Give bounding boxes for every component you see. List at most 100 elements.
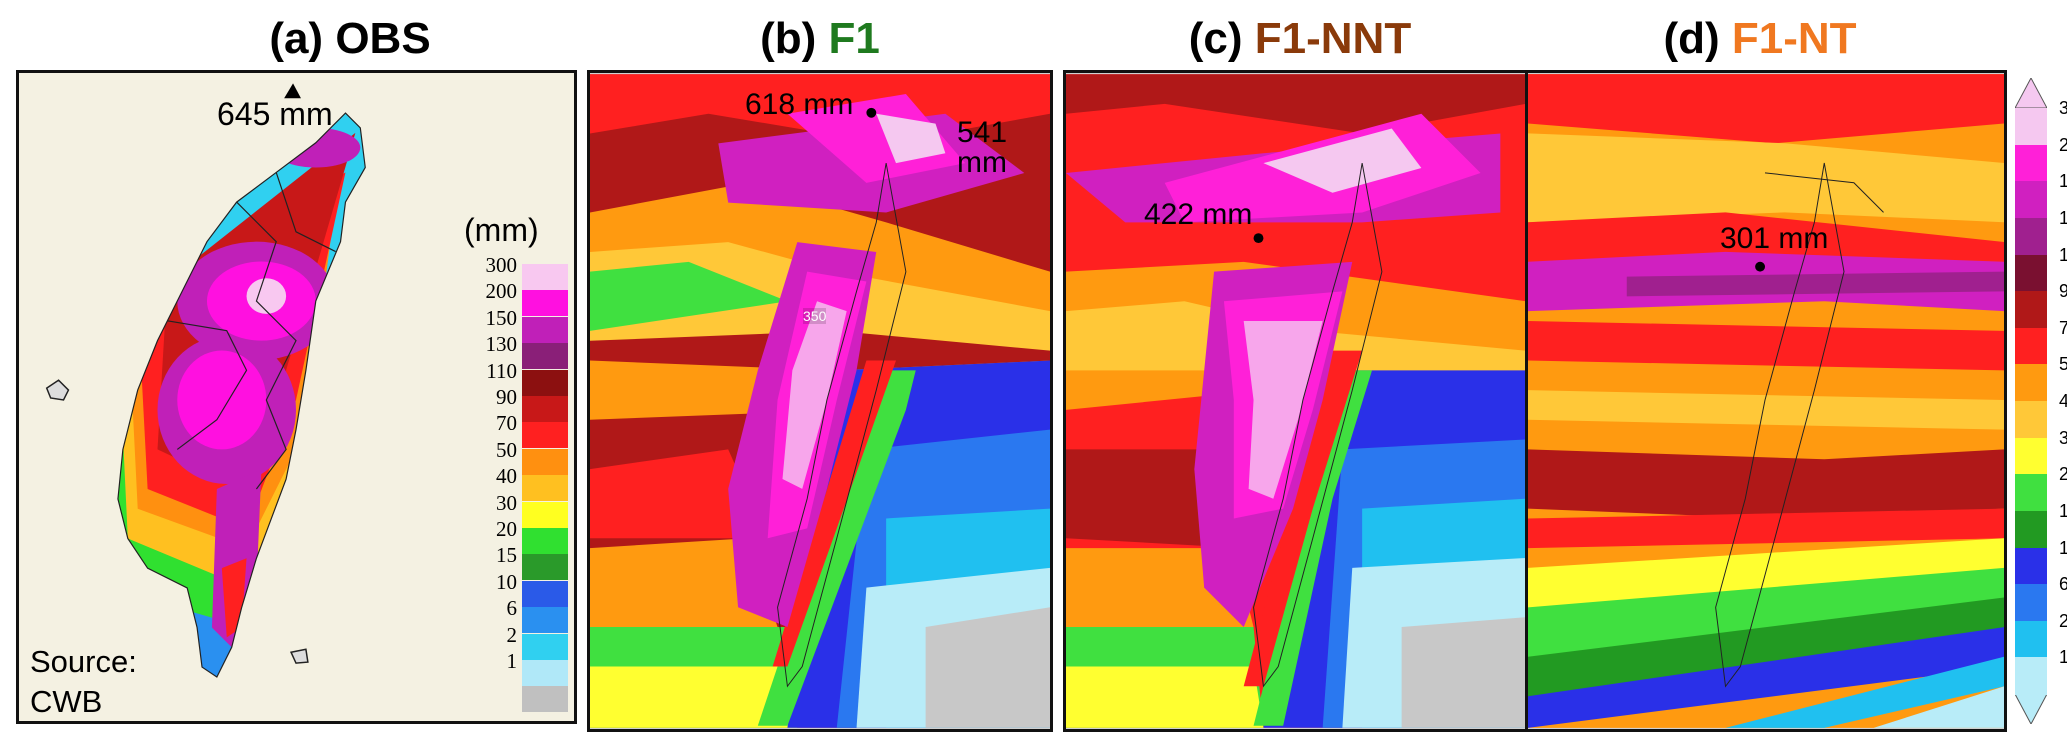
obs-legend-entry [472, 686, 592, 713]
colorbar-segment [2015, 144, 2047, 182]
obs-legend-entry: 70 [472, 411, 592, 449]
obs-legend-entry: 10 [472, 570, 592, 607]
panel-b-second-unit: mm [957, 146, 1007, 179]
panel-b-title: (b) F1 [760, 14, 880, 63]
colorbar-segment [2015, 291, 2047, 329]
obs-legend-swatch [522, 501, 568, 528]
colorbar-tick-label: 30 [2059, 427, 2067, 448]
obs-legend-swatch [522, 316, 568, 343]
obs-legend-label: 200 [485, 279, 518, 304]
obs-legend-entry: 1 [472, 649, 592, 686]
obs-legend-entry: 130 [472, 332, 592, 370]
obs-legend-entry: 40 [472, 464, 592, 502]
f1nt-rainfall-map [1528, 74, 2004, 728]
obs-legend-entry: 200 [472, 279, 592, 317]
panel-b-second-label: 541 mm [957, 118, 1007, 178]
panel-d-name: F1-NT [1731, 14, 1857, 63]
obs-legend-entry: 20 [472, 517, 592, 554]
colorbar-segment [2015, 401, 2047, 439]
obs-legend-swatch [522, 264, 568, 290]
panel-a-obs-map [16, 70, 577, 724]
colorbar-segment [2015, 364, 2047, 402]
panel-a-name: OBS [335, 14, 431, 63]
obs-legend-swatch [522, 554, 568, 581]
obs-legend-label: 6 [506, 596, 518, 621]
colorbar-segment [2015, 657, 2047, 695]
obs-legend-swatch [522, 660, 568, 686]
colorbar-tick-label: 70 [2059, 317, 2067, 338]
f1-rainfall-map [590, 74, 1050, 728]
obs-legend-swatch [522, 580, 568, 607]
panel-a-title: (a) OBS [269, 14, 431, 63]
obs-legend-swatch [522, 290, 568, 317]
obs-legend-swatch [522, 369, 568, 396]
obs-legend-label: 110 [486, 358, 517, 383]
obs-legend-label: 130 [485, 332, 518, 357]
obs-legend-label: 90 [496, 385, 517, 409]
obs-legend-label: 20 [496, 517, 517, 541]
obs-legend-label: 15 [496, 543, 517, 568]
colorbar-segment [2015, 620, 2047, 658]
obs-legend-label: 150 [485, 305, 518, 330]
obs-legend-swatch [522, 448, 568, 475]
colorbar-tick-label: 2 [2059, 610, 2067, 631]
obs-legend-unit: (mm) [464, 212, 539, 248]
source-label: Source: [30, 644, 137, 679]
obs-legend-label: 10 [496, 569, 517, 594]
f1nnt-rainfall-map [1066, 74, 1526, 728]
colorbar-bottom-arrow [2015, 694, 2047, 724]
colorbar-segment [2015, 254, 2047, 292]
obs-legend-entry: 90 [472, 385, 592, 422]
max-station-marker [284, 83, 301, 99]
obs-legend-swatch [522, 633, 568, 660]
colorbar-segment [2015, 584, 2047, 622]
panel-b-f1-map [587, 70, 1053, 732]
colorbar-tick-label: 1 [2059, 647, 2067, 668]
obs-legend-label: 70 [496, 411, 517, 436]
colorbar-tick-label: 40 [2059, 391, 2067, 411]
colorbar-tick-label: 10 [2059, 537, 2067, 558]
colorbar-tick-label: 130 [2059, 207, 2067, 228]
obs-legend-entry: 6 [472, 596, 592, 634]
panel-c-title: (c) F1-NNT [1188, 14, 1412, 63]
colorbar-tick-label: 200 [2059, 134, 2067, 155]
panel-b-max-label: 618 mm [745, 88, 854, 121]
panel-d-title: (d) F1-NT [1663, 14, 1857, 63]
obs-legend-entry: 300 [472, 253, 592, 290]
obs-legend-swatch [522, 528, 568, 554]
colorbar-tick-label: 90 [2059, 281, 2067, 302]
obs-legend-swatch [522, 686, 568, 713]
obs-legend-entry: 110 [472, 359, 592, 396]
colorbar-segment [2015, 547, 2047, 585]
obs-legend-entry: 2 [472, 623, 592, 660]
panel-b-second-value: 541 [957, 116, 1008, 149]
colorbar-segment [2015, 181, 2047, 219]
obs-legend-label: 2 [506, 622, 518, 647]
colorbar-tick-label: 6 [2059, 574, 2067, 595]
obs-legend-swatch [522, 475, 568, 502]
panel-d-max-label: 301 mm [1720, 222, 1829, 255]
source-agency: CWB [30, 684, 103, 719]
obs-legend-label: 30 [496, 490, 517, 515]
colorbar-segment [2015, 437, 2047, 475]
colorbar-top-arrow [2015, 78, 2047, 108]
colorbar-segment [2015, 217, 2047, 255]
obs-legend-swatch [522, 343, 568, 370]
obs-legend-label: 50 [496, 437, 517, 462]
obs-legend-entry: 50 [472, 438, 592, 475]
panel-b-name: F1 [828, 14, 880, 63]
obs-legend-entry: 15 [472, 543, 592, 581]
obs-legend-label: 300 [485, 253, 518, 277]
colorbar-tick-label: 110 [2059, 244, 2067, 265]
colorbar-tick-label: 15 [2059, 500, 2067, 521]
panel-c-max-label: 422 mm [1144, 198, 1253, 231]
panel-d-f1nt-map [1525, 70, 2007, 732]
rainfall-colorbar: 300 200 150 130 110 90 70 50 40 30 20 15 10 6 2 1 [2015, 78, 2067, 728]
colorbar-tick-label: 300 [2059, 98, 2067, 118]
colorbar-segment [2015, 327, 2047, 365]
colorbar-tick-label: 150 [2059, 171, 2067, 192]
obs-legend-entry: 30 [472, 491, 592, 528]
panel-c-name: F1-NNT [1254, 14, 1412, 63]
obs-rainfall-map [45, 83, 366, 678]
colorbar-segment [2015, 510, 2047, 548]
